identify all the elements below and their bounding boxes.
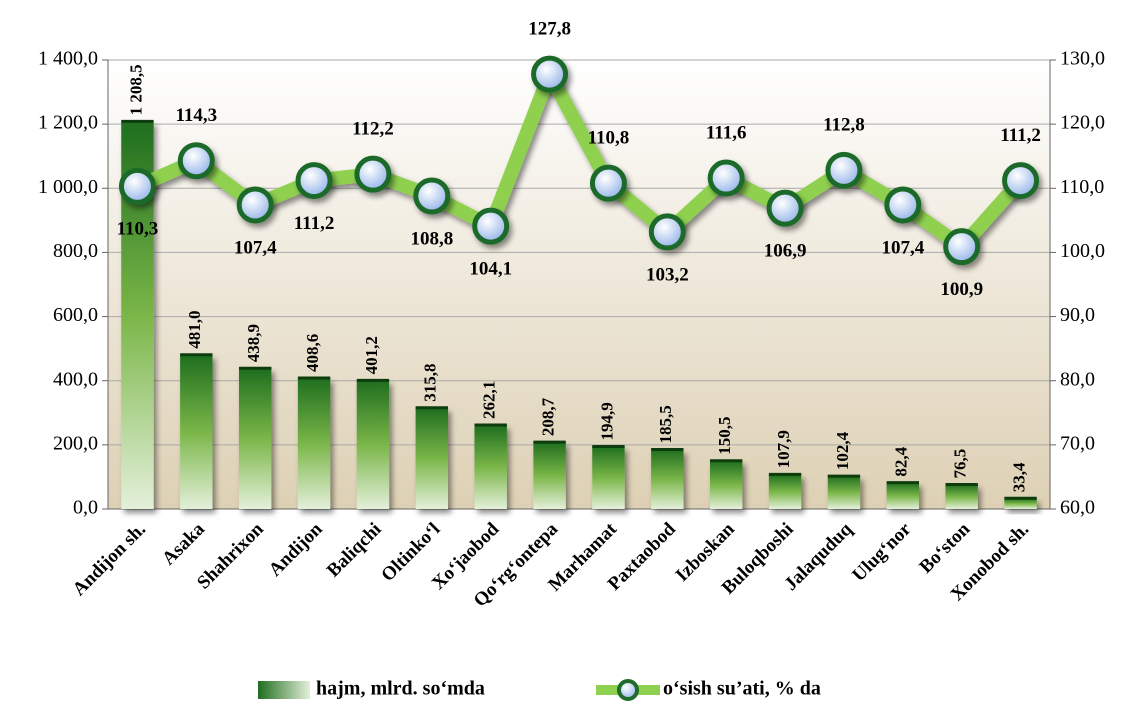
y-tick-label: 1 400,0 — [38, 48, 98, 70]
y-tick-label: 0,0 — [73, 497, 98, 519]
y-tick-label: 800,0 — [53, 240, 98, 262]
x-tick-label: Andijon sh. — [69, 519, 150, 600]
bar — [886, 482, 920, 509]
line-value-label: 106,9 — [764, 241, 807, 262]
bar-value-label: 208,7 — [538, 397, 557, 436]
line-value-label: 111,2 — [294, 213, 335, 234]
line-value-label: 111,2 — [1000, 125, 1041, 146]
legend-swatch — [617, 679, 639, 701]
y2-tick-label: 110,0 — [1060, 176, 1104, 198]
legend-swatch — [258, 681, 310, 699]
line-marker — [354, 155, 392, 193]
x-tick-label: Ulug‘nor — [848, 518, 916, 586]
line-value-label: 103,2 — [646, 264, 689, 285]
line-value-label: 110,3 — [117, 219, 159, 240]
y-tick-label: 400,0 — [53, 368, 98, 390]
bar — [180, 354, 213, 509]
line-marker — [648, 213, 686, 251]
line-marker — [472, 207, 510, 245]
x-tick-label: Andijon — [265, 518, 327, 580]
line-marker — [766, 189, 804, 227]
line-marker — [531, 55, 569, 93]
legend-label: hajm, mlrd. so‘mda — [316, 678, 485, 700]
bar — [415, 407, 449, 509]
line — [134, 67, 1026, 254]
y2-tick-label: 100,0 — [1060, 240, 1105, 262]
line-value-label: 110,8 — [588, 128, 630, 149]
line-value-label: 107,4 — [234, 237, 277, 258]
y2-tick-label: 80,0 — [1060, 368, 1095, 390]
line-marker — [177, 142, 215, 180]
bar-value-label: 82,4 — [892, 446, 911, 476]
y2-tick-label: 120,0 — [1060, 112, 1105, 134]
bar-value-label: 194,9 — [597, 402, 616, 440]
bar — [651, 449, 684, 509]
line-marker — [295, 162, 333, 200]
bar-value-label: 1 208,5 — [126, 64, 145, 115]
bar-value-label: 107,9 — [774, 430, 793, 468]
line-marker — [825, 151, 863, 189]
line-marker — [1002, 162, 1040, 200]
y2-tick-label: 60,0 — [1060, 497, 1095, 519]
line-value-label: 112,8 — [823, 115, 865, 136]
line-marker — [884, 186, 922, 224]
bar-value-label: 401,2 — [362, 336, 381, 374]
bar — [297, 377, 331, 509]
y2-tick-label: 90,0 — [1060, 304, 1095, 326]
line-marker — [413, 177, 451, 215]
x-tick-label: Bo‘ston — [915, 518, 974, 577]
line-value-label: 127,8 — [528, 18, 571, 39]
y-tick-label: 200,0 — [53, 432, 98, 454]
bar — [533, 442, 566, 509]
bar — [1004, 498, 1037, 509]
bar-value-label: 481,0 — [185, 310, 204, 348]
bar — [238, 368, 272, 509]
bar-value-label: 150,5 — [715, 416, 734, 454]
line-value-label: 108,8 — [410, 228, 453, 249]
bar — [474, 424, 507, 509]
x-tick-label: Baliqchi — [323, 519, 386, 582]
bar — [709, 460, 743, 509]
line-value-label: 111,6 — [706, 122, 747, 143]
line-marker — [589, 164, 627, 202]
bar-value-label: 76,5 — [951, 449, 970, 479]
y2-tick-label: 70,0 — [1060, 432, 1095, 454]
bar — [356, 380, 390, 509]
line-value-label: 107,4 — [881, 237, 924, 258]
bar-value-label: 102,4 — [833, 431, 852, 470]
bar-value-label: 185,5 — [656, 405, 675, 443]
bar-value-label: 438,9 — [244, 324, 263, 362]
bar-value-label: 315,8 — [421, 363, 440, 401]
line-marker — [707, 159, 745, 197]
line-value-label: 112,2 — [352, 119, 394, 140]
y-tick-label: 1 000,0 — [38, 176, 98, 198]
bar — [768, 474, 802, 509]
legend-label: o‘sish su’ati, % da — [663, 678, 821, 700]
bar — [945, 484, 978, 509]
line-value-label: 100,9 — [940, 279, 983, 300]
bar-value-label: 408,6 — [303, 334, 322, 372]
y-tick-label: 600,0 — [53, 304, 98, 326]
line-value-label: 104,1 — [469, 258, 512, 279]
y2-tick-label: 130,0 — [1060, 48, 1105, 70]
line-marker — [236, 186, 274, 224]
line-marker — [118, 167, 156, 205]
y-tick-label: 1 200,0 — [38, 112, 98, 134]
bar — [592, 446, 625, 509]
x-tick-label: Asaka — [158, 518, 209, 569]
bar-value-label: 262,1 — [480, 381, 499, 419]
bar-value-label: 33,4 — [1009, 462, 1028, 492]
line-value-label: 114,3 — [175, 105, 217, 126]
bar — [827, 476, 861, 509]
line-marker — [943, 228, 981, 266]
